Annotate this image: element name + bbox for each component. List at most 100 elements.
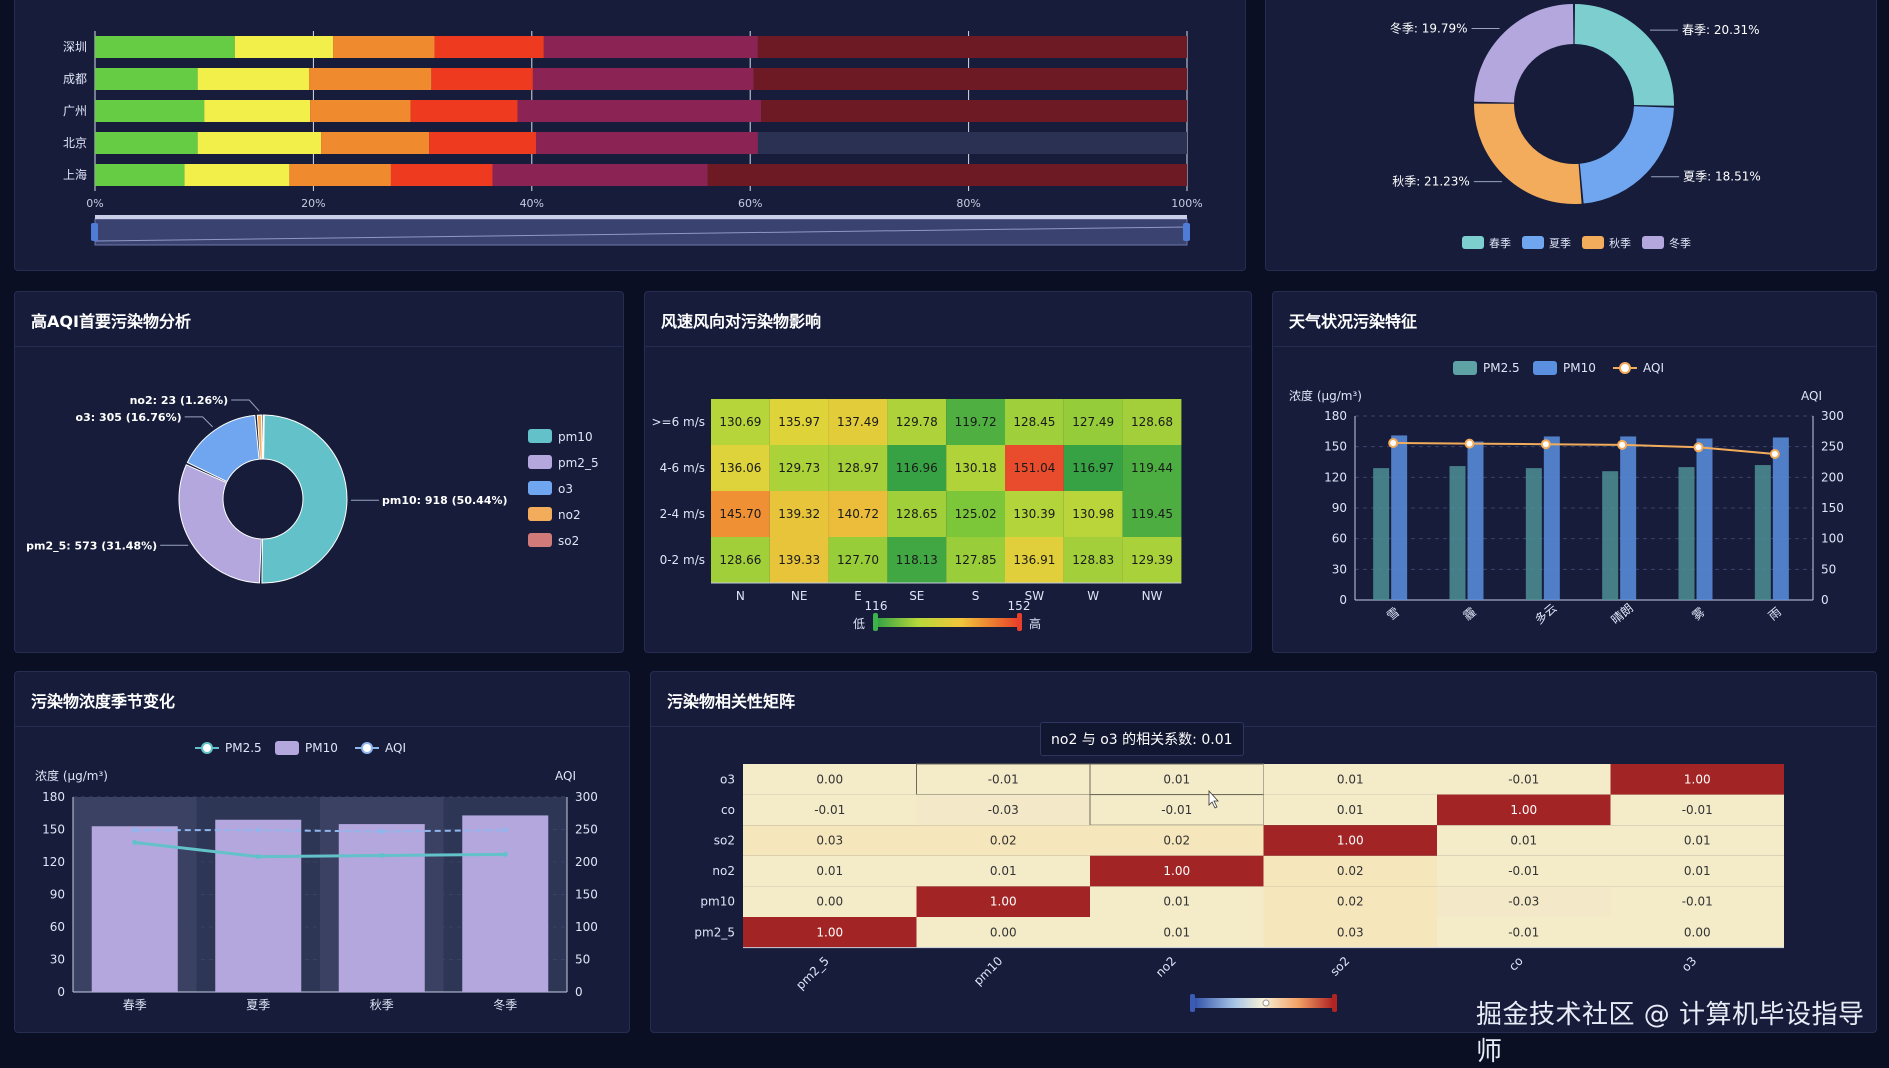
correlation-cell[interactable]: [1610, 855, 1785, 887]
heatmap-cell[interactable]: [769, 445, 829, 491]
correlation-cell[interactable]: [743, 855, 917, 887]
correlation-cell[interactable]: [1263, 886, 1438, 917]
aqi-point[interactable]: [1693, 442, 1704, 453]
aqi-point[interactable]: [1540, 439, 1551, 450]
pm25-point[interactable]: [379, 853, 385, 858]
legend-swatch[interactable]: [1522, 236, 1544, 249]
heatmap-cell[interactable]: [887, 399, 947, 445]
season-slice[interactable]: [1474, 103, 1582, 204]
heatmap-cell[interactable]: [828, 537, 888, 583]
correlation-cell[interactable]: [1437, 764, 1611, 795]
pollutant-slice[interactable]: [256, 414, 263, 460]
heatmap-cell[interactable]: [828, 445, 888, 491]
pollutant-slice[interactable]: [262, 414, 265, 460]
correlation-cell[interactable]: [1437, 917, 1611, 948]
heatmap-cell[interactable]: [1005, 399, 1064, 445]
correlation-cell[interactable]: [1090, 855, 1264, 887]
correlation-cell[interactable]: [743, 886, 917, 917]
legend-swatch[interactable]: [528, 455, 552, 469]
visual-map-handle-max[interactable]: [1017, 613, 1022, 631]
aqi-point[interactable]: [255, 827, 261, 833]
heatmap-cell[interactable]: [828, 491, 888, 537]
legend-label[interactable]: 夏季: [1549, 237, 1571, 250]
season-slice[interactable]: [1474, 4, 1574, 103]
legend-label[interactable]: so2: [558, 534, 579, 548]
legend-swatch[interactable]: [528, 481, 552, 495]
legend-label[interactable]: 秋季: [1609, 236, 1631, 250]
heatmap-cell[interactable]: [946, 491, 1005, 537]
correlation-cell[interactable]: [743, 825, 917, 856]
correlation-cell[interactable]: [1437, 855, 1611, 887]
pm25-bar[interactable]: [1373, 468, 1390, 600]
heatmap-cell[interactable]: [887, 537, 947, 583]
heatmap-cell[interactable]: [828, 399, 888, 445]
heatmap-cell[interactable]: [711, 399, 770, 445]
pm10-bar[interactable]: [1696, 438, 1713, 600]
correlation-cell[interactable]: [1610, 794, 1785, 826]
pm10-bar[interactable]: [338, 824, 425, 992]
heatmap-cell[interactable]: [769, 537, 829, 583]
correlation-cell[interactable]: [1263, 794, 1438, 826]
pm25-bar[interactable]: [1602, 471, 1619, 600]
legend-swatch[interactable]: [528, 507, 552, 521]
correlation-cell[interactable]: [1089, 794, 1264, 826]
heatmap-cell[interactable]: [1005, 445, 1064, 491]
aqi-point[interactable]: [1769, 449, 1780, 460]
zoom-handle-right[interactable]: [1183, 223, 1190, 241]
pm25-bar[interactable]: [1754, 465, 1771, 600]
pm10-bar[interactable]: [1620, 436, 1637, 600]
correlation-cell[interactable]: [1263, 917, 1438, 948]
heatmap-cell[interactable]: [887, 445, 947, 491]
legend-label[interactable]: o3: [558, 482, 573, 496]
legend-swatch[interactable]: [1462, 236, 1484, 249]
heatmap-cell[interactable]: [711, 491, 770, 537]
heatmap-cell[interactable]: [1063, 445, 1123, 491]
legend-label[interactable]: AQI: [385, 741, 406, 755]
pm25-bar[interactable]: [1525, 468, 1542, 600]
correlation-cell[interactable]: [916, 794, 1091, 826]
heatmap-cell[interactable]: [1063, 399, 1123, 445]
heatmap-cell[interactable]: [1063, 491, 1123, 537]
pollutant-slice[interactable]: [261, 414, 348, 584]
pm10-bar[interactable]: [215, 819, 302, 992]
legend-swatch[interactable]: [275, 741, 299, 755]
visual-map-handle-min[interactable]: [1190, 994, 1195, 1012]
correlation-cell[interactable]: [1090, 825, 1264, 856]
legend-swatch[interactable]: [1453, 361, 1477, 375]
correlation-cell[interactable]: [1437, 794, 1611, 826]
correlation-cell[interactable]: [1090, 886, 1264, 917]
correlation-cell[interactable]: [916, 886, 1091, 917]
correlation-cell[interactable]: [1263, 825, 1438, 856]
correlation-cell[interactable]: [1263, 764, 1438, 795]
correlation-cell[interactable]: [1089, 763, 1264, 796]
heatmap-cell[interactable]: [946, 537, 1005, 583]
pm10-bar[interactable]: [1391, 435, 1408, 600]
legend-label[interactable]: 冬季: [1669, 236, 1691, 250]
pm10-bar[interactable]: [1467, 441, 1484, 600]
season-slice[interactable]: [1579, 106, 1674, 204]
aqi-point[interactable]: [1464, 438, 1475, 449]
correlation-cell[interactable]: [743, 917, 917, 948]
season-slice[interactable]: [1574, 4, 1674, 106]
aqi-point[interactable]: [1617, 439, 1628, 450]
visual-map-handle-max[interactable]: [1332, 994, 1337, 1012]
heatmap-cell[interactable]: [711, 445, 770, 491]
legend-swatch[interactable]: [528, 533, 552, 547]
legend-label[interactable]: pm2_5: [558, 456, 599, 470]
correlation-cell[interactable]: [916, 917, 1091, 948]
pm25-point[interactable]: [132, 840, 138, 845]
aqi-point[interactable]: [379, 828, 385, 834]
heatmap-cell[interactable]: [1122, 399, 1182, 445]
heatmap-cell[interactable]: [1063, 537, 1123, 583]
pollutant-slice[interactable]: [186, 414, 260, 483]
correlation-cell[interactable]: [1610, 917, 1785, 948]
aqi-point[interactable]: [132, 827, 138, 833]
heatmap-cell[interactable]: [1005, 491, 1064, 537]
legend-label[interactable]: PM10: [1563, 361, 1596, 375]
legend-label[interactable]: PM2.5: [1483, 361, 1520, 375]
correlation-cell[interactable]: [1610, 825, 1785, 856]
pm25-point[interactable]: [502, 851, 508, 857]
heatmap-cell[interactable]: [769, 399, 829, 445]
legend-swatch[interactable]: [528, 429, 552, 443]
correlation-cell[interactable]: [916, 855, 1091, 887]
